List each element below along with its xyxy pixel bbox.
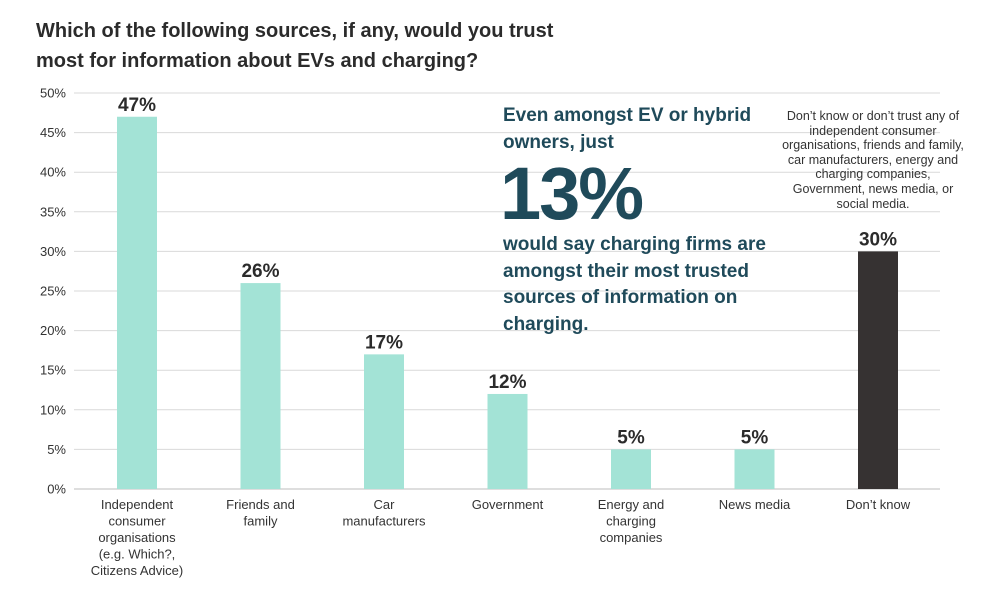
y-tick-label: 30% [40, 244, 66, 259]
x-category-label: Government [472, 497, 544, 512]
data-label: 5% [617, 427, 645, 448]
x-category-label: Car manufacturers [342, 497, 426, 529]
bar-5 [734, 449, 775, 489]
data-label: 17% [365, 332, 403, 353]
y-tick-label: 45% [40, 125, 66, 140]
y-tick-label: 15% [40, 363, 66, 378]
y-tick-label: 50% [40, 86, 66, 101]
callout-big-value: 13% [500, 152, 644, 235]
bar-3 [487, 393, 528, 489]
dont-know-note: Don’t know or don’t trust any of indepen… [782, 109, 964, 211]
y-tick-label: 10% [40, 402, 66, 417]
y-tick-label: 40% [40, 165, 66, 180]
bar-6 [858, 251, 898, 489]
callout-box: Even amongst EV or hybrid owners, just 1… [500, 103, 773, 338]
x-category-label: News media [719, 497, 791, 512]
y-tick-label: 0% [47, 482, 66, 497]
chart-title: Which of the following sources, if any, … [36, 20, 554, 72]
x-category-label: Independent consumer organisations (e.g. Wh… [91, 497, 183, 578]
data-label: 12% [488, 372, 526, 393]
callout-intro: Even amongst EV or hybrid owners, just [503, 105, 752, 153]
x-category-label: Don’t know [846, 497, 911, 512]
y-tick-label: 35% [40, 204, 66, 219]
data-label: 47% [118, 95, 156, 116]
bar-1 [240, 283, 281, 489]
data-label: 5% [741, 427, 769, 448]
callout-outro: would say charging firms are amongst the… [503, 234, 766, 335]
y-tick-label: 25% [40, 284, 66, 299]
x-category-label: Energy and charging companies [598, 497, 665, 545]
y-tick-label: 5% [47, 442, 66, 457]
bar-4 [611, 449, 651, 489]
bar-0 [117, 116, 157, 489]
y-tick-label: 20% [40, 323, 66, 338]
bar-2 [364, 354, 404, 489]
data-label: 26% [241, 261, 279, 282]
x-category-label: Friends and family [226, 497, 295, 529]
data-label: 30% [859, 229, 897, 250]
